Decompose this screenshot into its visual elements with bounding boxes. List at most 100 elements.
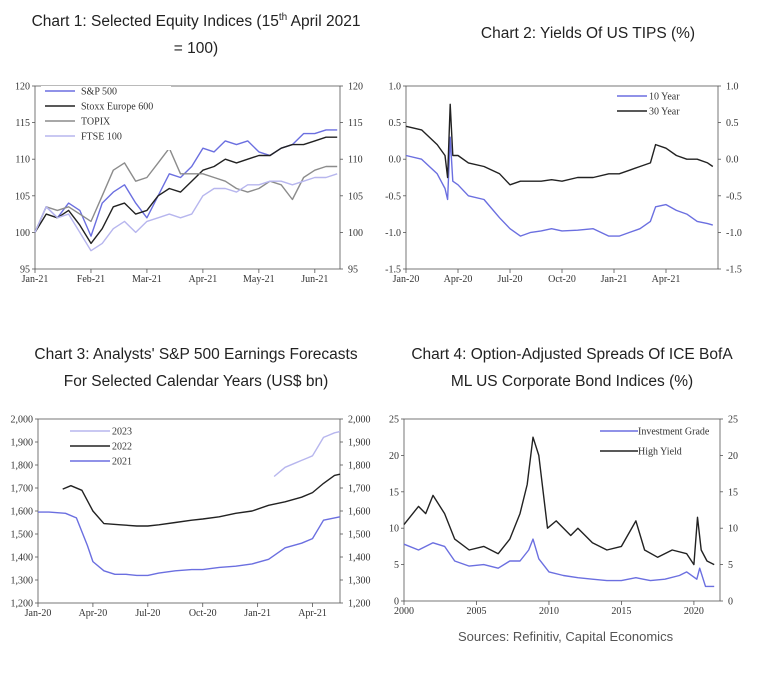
c2-ytick-label-right: -1.0 bbox=[726, 228, 742, 239]
c4-ytick-label-right: 0 bbox=[728, 597, 733, 608]
c1-ytick-label-left: 105 bbox=[15, 191, 30, 202]
c1-series-2-line bbox=[34, 147, 338, 233]
c3-ytick-label-right: 1,600 bbox=[348, 507, 371, 518]
c3-ytick-label-right: 1,900 bbox=[348, 438, 371, 449]
c2-ytick-label-right: 0.0 bbox=[726, 155, 739, 166]
c1-ytick-label-left: 95 bbox=[20, 265, 30, 276]
c3-legend-label-2: 2021 bbox=[112, 457, 132, 468]
chart1-title: Chart 1: Selected Equity Indices (15th A… bbox=[0, 4, 392, 62]
c1-legend-background bbox=[41, 86, 171, 150]
c3-ytick-label-left: 1,400 bbox=[11, 553, 34, 564]
c4-ytick-label-right: 5 bbox=[728, 560, 733, 571]
c1-legend-label-0: S&P 500 bbox=[81, 87, 117, 98]
c4-xtick-label: 2010 bbox=[539, 606, 559, 617]
c3-ytick-label-right: 1,800 bbox=[348, 461, 371, 472]
c3-legend-label-1: 2022 bbox=[112, 442, 132, 453]
chart1-title-line1: Chart 1: Selected Equity Indices (15 bbox=[31, 13, 279, 31]
c2-ytick-label-right: 0.5 bbox=[726, 118, 739, 129]
c3-ytick-label-left: 1,600 bbox=[11, 507, 34, 518]
c3-ytick-label-right: 1,300 bbox=[348, 576, 371, 587]
c2-xtick-label: Oct-20 bbox=[548, 274, 576, 285]
c4-series-0-line bbox=[403, 538, 715, 588]
c3-ytick-label-left: 1,300 bbox=[11, 576, 34, 587]
c2-xtick-label: Jan-21 bbox=[601, 274, 628, 285]
c3-ytick-label-right: 1,400 bbox=[348, 553, 371, 564]
c3-xtick-label: Apr-20 bbox=[79, 608, 108, 619]
c4-plot-frame bbox=[403, 418, 721, 602]
c4-ytick-label-left: 25 bbox=[389, 415, 399, 426]
c1-legend-label-3: FTSE 100 bbox=[81, 132, 122, 143]
c1-xtick-label: Feb-21 bbox=[77, 274, 105, 285]
c3-ytick-label-left: 2,000 bbox=[11, 415, 34, 426]
c1-xtick-label: Jun-21 bbox=[301, 274, 328, 285]
c3-ytick-label-left: 1,900 bbox=[11, 438, 34, 449]
c2-xtick-label: Apr-21 bbox=[652, 274, 681, 285]
c1-ytick-label-right: 115 bbox=[348, 118, 363, 129]
source-note: Sources: Refinitiv, Capital Economics bbox=[458, 629, 674, 644]
chart1-title-line1-end: April 2021 bbox=[287, 13, 361, 31]
c1-series-3-line bbox=[34, 173, 338, 252]
c4-ytick-label-left: 10 bbox=[389, 524, 399, 535]
c2-xtick-label: Jul-20 bbox=[498, 274, 523, 285]
c1-ytick-label-right: 100 bbox=[348, 228, 363, 239]
c4-ytick-label-right: 25 bbox=[728, 415, 738, 426]
c1-legend-label-1: Stoxx Europe 600 bbox=[81, 102, 153, 113]
c1-ytick-label-right: 105 bbox=[348, 191, 363, 202]
c3-ytick-label-right: 1,500 bbox=[348, 530, 371, 541]
c1-ytick-label-left: 100 bbox=[15, 228, 30, 239]
c4-xtick-label: 2020 bbox=[684, 606, 704, 617]
c3-ytick-label-left: 1,700 bbox=[11, 484, 34, 495]
c2-ytick-label-left: -0.5 bbox=[385, 191, 401, 202]
c1-ytick-label-left: 120 bbox=[15, 82, 30, 93]
c4-series-1-line bbox=[403, 436, 715, 566]
c4-ytick-label-left: 0 bbox=[394, 597, 399, 608]
c1-ytick-label-right: 95 bbox=[348, 265, 358, 276]
c3-ytick-label-right: 2,000 bbox=[348, 415, 371, 426]
c1-plot-frame bbox=[34, 85, 341, 270]
c2-xtick-label: Jan-20 bbox=[393, 274, 420, 285]
c4-xtick-label: 2005 bbox=[466, 606, 486, 617]
c3-legend-label-0: 2023 bbox=[112, 427, 132, 438]
c4-legend-label-0: Investment Grade bbox=[638, 427, 710, 438]
c4-ytick-label-right: 10 bbox=[728, 524, 738, 535]
chart3-title-line1: Chart 3: Analysts' S&P 500 Earnings Fore… bbox=[34, 346, 358, 363]
c4-xtick-label: 2000 bbox=[394, 606, 414, 617]
chart3-title: Chart 3: Analysts' S&P 500 Earnings Fore… bbox=[0, 341, 392, 395]
c3-xtick-label: Jul-20 bbox=[135, 608, 160, 619]
chart4-title-line1: Chart 4: Option-Adjusted Spreads Of ICE … bbox=[411, 346, 733, 363]
c1-ytick-label-left: 115 bbox=[15, 118, 30, 129]
chart2-title: Chart 2: Yields Of US TIPS (%) bbox=[392, 20, 784, 47]
c4-xtick-label: 2015 bbox=[611, 606, 631, 617]
c3-ytick-label-right: 1,200 bbox=[348, 599, 371, 610]
c4-legend-label-1: High Yield bbox=[638, 447, 682, 458]
c1-xtick-label: Apr-21 bbox=[189, 274, 218, 285]
c1-xtick-label: May-21 bbox=[243, 274, 275, 285]
c1-ytick-label-right: 110 bbox=[348, 155, 363, 166]
c2-ytick-label-left: 1.0 bbox=[389, 82, 402, 93]
c1-ytick-label-left: 110 bbox=[15, 155, 30, 166]
c1-series-1-line bbox=[34, 136, 338, 245]
c2-series-0-line bbox=[405, 136, 713, 237]
c3-chart: 1,200 1,200 1,300 1,300 1,400 1,400 1,500 1,500… bbox=[11, 415, 371, 620]
chart1-title-superscript: th bbox=[278, 12, 288, 23]
chart4-title-line2: ML US Corporate Bond Indices (%) bbox=[450, 373, 694, 390]
c2-ytick-label-left: 0.0 bbox=[389, 155, 402, 166]
c1-chart: 95 95 100 100 105 105 110 110 115 115 120 120 Jan-21… bbox=[15, 82, 363, 286]
c1-ytick-label-right: 120 bbox=[348, 82, 363, 93]
chart4-title: Chart 4: Option-Adjusted Spreads Of ICE … bbox=[376, 341, 768, 395]
c1-xtick-label: Jan-21 bbox=[22, 274, 49, 285]
c2-chart: -1.5 -1.5 -1.0 -1.0 -0.5 -0.5 0.0 0.0 0.5 0.5 1.0 1… bbox=[385, 82, 742, 286]
c2-ytick-label-right: 1.0 bbox=[726, 82, 739, 93]
c4-ytick-label-left: 15 bbox=[389, 487, 399, 498]
c3-xtick-label: Oct-20 bbox=[189, 608, 217, 619]
c3-xtick-label: Jan-20 bbox=[25, 608, 52, 619]
c3-series-0-line bbox=[273, 430, 341, 478]
c3-ytick-label-left: 1,800 bbox=[11, 461, 34, 472]
c4-ytick-label-left: 20 bbox=[389, 451, 399, 462]
c2-legend-label-0: 10 Year bbox=[649, 92, 680, 103]
c3-xtick-label: Apr-21 bbox=[298, 608, 327, 619]
chart2-title-line1: Chart 2: Yields Of US TIPS (%) bbox=[480, 25, 696, 42]
c2-ytick-label-left: 0.5 bbox=[389, 118, 402, 129]
c2-ytick-label-right: -0.5 bbox=[726, 191, 742, 202]
